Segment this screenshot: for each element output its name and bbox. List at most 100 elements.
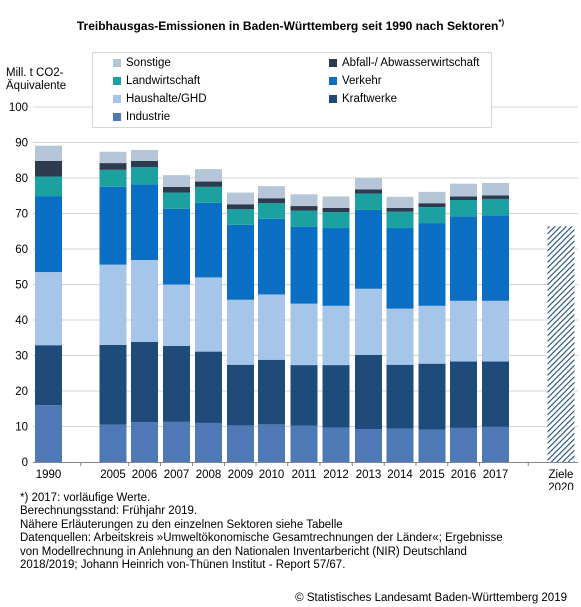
x-tick-label: 2006 bbox=[132, 469, 158, 481]
x-tick-label: 2005 bbox=[100, 469, 126, 481]
bar-segment-verkehr bbox=[258, 218, 285, 295]
bar-segment-haushalte-ghd bbox=[386, 308, 414, 365]
bar-segment-verkehr bbox=[195, 202, 222, 278]
footnote-line: Berechnungsstand: Frühjahr 2019. bbox=[20, 505, 198, 518]
x-tick-label: 2014 bbox=[387, 469, 413, 481]
bar-segment-haushalte-ghd bbox=[290, 303, 318, 366]
x-tick-label: 2016 bbox=[451, 469, 477, 481]
bar-segment-kraftwerke bbox=[386, 364, 414, 429]
x-tick-label: Ziele 2020 bbox=[548, 469, 574, 490]
bar-segment-kraftwerke bbox=[258, 359, 285, 425]
bar-segment-sonstige bbox=[195, 169, 222, 182]
bar-segment-verkehr bbox=[163, 208, 190, 285]
bar-segment-kraftwerke bbox=[290, 365, 318, 426]
bar-segment-abfall-abwasserwirtschaft bbox=[322, 207, 350, 213]
bar-segment-sonstige bbox=[227, 192, 254, 205]
bar-segment-abfall-abwasserwirtschaft bbox=[258, 198, 285, 204]
bar-segment-haushalte-ghd bbox=[227, 299, 254, 365]
bar-segment-landwirtschaft bbox=[163, 192, 190, 209]
bar-segment-sonstige bbox=[163, 175, 190, 187]
y-tick-label: 40 bbox=[15, 315, 28, 327]
bar-segment-kraftwerke bbox=[35, 345, 62, 406]
bar-segment-haushalte-ghd bbox=[482, 300, 509, 362]
bar-segment-industrie bbox=[195, 422, 222, 462]
bar-segment-haushalte-ghd bbox=[99, 264, 127, 345]
stacked-bar-chart: 0 10 20 30 40 50 60 70 80 90 100 1990 2005 2006 2007 20… bbox=[9, 102, 578, 490]
bar-segment-abfall-abwasserwirtschaft bbox=[290, 206, 318, 211]
bar-segment-kraftwerke bbox=[227, 364, 254, 426]
bar-segment-sonstige bbox=[35, 145, 62, 161]
bar-segment-sonstige bbox=[482, 182, 509, 196]
x-tick-label: 2011 bbox=[292, 469, 317, 481]
bar-segment-haushalte-ghd bbox=[35, 272, 62, 346]
bar-segment-industrie bbox=[258, 424, 285, 462]
bar-segment-abfall-abwasserwirtschaft bbox=[227, 204, 254, 210]
footnote-line: *) 2017: vorläufige Werte. bbox=[20, 492, 151, 504]
y-tick-label: 50 bbox=[15, 280, 28, 292]
bar-segment-landwirtschaft bbox=[386, 211, 414, 229]
y-tick-label: 10 bbox=[15, 422, 28, 434]
bar-segment-haushalte-ghd bbox=[131, 260, 158, 343]
y-tick-label: 70 bbox=[15, 209, 28, 221]
y-tick-label: 60 bbox=[15, 244, 28, 256]
bar-segment-verkehr bbox=[322, 228, 350, 306]
bar-segment-haushalte-ghd bbox=[450, 300, 477, 362]
title-footnote-marker: *) bbox=[498, 18, 505, 27]
x-tick-label: 1990 bbox=[36, 469, 62, 481]
bar-segment-verkehr bbox=[482, 215, 509, 301]
legend-label: Sonstige bbox=[126, 57, 171, 69]
bar-segment-kraftwerke bbox=[163, 345, 190, 422]
x-tick-label: 2010 bbox=[259, 469, 285, 481]
legend-swatch bbox=[113, 77, 121, 85]
legend-swatch bbox=[113, 59, 121, 67]
bar-segment-landwirtschaft bbox=[99, 169, 127, 187]
bar-segment-landwirtschaft bbox=[227, 209, 254, 225]
bar-segment-abfall-abwasserwirtschaft bbox=[482, 195, 509, 199]
bar-segment-haushalte-ghd bbox=[163, 284, 190, 346]
bar-segment-kraftwerke bbox=[355, 354, 382, 429]
bar-segment-landwirtschaft bbox=[482, 198, 509, 216]
bar-segment-landwirtschaft bbox=[258, 203, 285, 219]
x-tick-label: 2012 bbox=[323, 469, 349, 481]
bar-segment-kraftwerke bbox=[322, 365, 350, 428]
y-tick-label: 30 bbox=[15, 351, 28, 363]
legend-swatch bbox=[329, 59, 337, 67]
bar-segment-abfall-abwasserwirtschaft bbox=[35, 160, 62, 177]
footnote-line: Nähere Erläuterungen zu den einzelnen Se… bbox=[20, 518, 343, 531]
chart-title-text: Treibhausgas-Emissionen in Baden-Württem… bbox=[76, 19, 499, 33]
bar-segment-haushalte-ghd bbox=[322, 305, 350, 366]
bar-segment-industrie bbox=[227, 425, 254, 462]
bar-segment-kraftwerke bbox=[131, 342, 158, 423]
bar-segment-landwirtschaft bbox=[355, 193, 382, 210]
bar-segment-landwirtschaft bbox=[131, 166, 158, 185]
bar-segment-landwirtschaft bbox=[322, 212, 350, 229]
legend-label: Verkehr bbox=[342, 75, 382, 87]
bars bbox=[35, 145, 575, 462]
bar-segment-verkehr bbox=[418, 223, 446, 306]
legend-label: Landwirtschaft bbox=[126, 75, 201, 87]
bar-segment-abfall-abwasserwirtschaft bbox=[163, 186, 190, 193]
x-tick-label: 2013 bbox=[356, 469, 382, 481]
x-tick-label: 2008 bbox=[196, 469, 222, 481]
bar-segment-sonstige bbox=[322, 196, 350, 208]
legend-label: Abfall-/ Abwasserwirtschaft bbox=[342, 57, 480, 69]
bar-segment-abfall-abwasserwirtschaft bbox=[386, 207, 414, 212]
bar-segment-kraftwerke bbox=[450, 361, 477, 428]
bar-segment-industrie bbox=[482, 426, 509, 462]
bar-segment-verkehr bbox=[450, 216, 477, 301]
bar-segment-sonstige bbox=[355, 178, 382, 190]
x-tick-label: 2015 bbox=[419, 469, 445, 481]
bar-segment-haushalte-ghd bbox=[418, 305, 446, 364]
bar-segment-sonstige bbox=[450, 183, 477, 197]
axes: 0 10 20 30 40 50 60 70 80 90 100 1990 2005 2006 2007 20… bbox=[9, 102, 578, 490]
bar-segment-abfall-abwasserwirtschaft bbox=[418, 203, 446, 208]
footnotes: *) 2017: vorläufige Werte. Berechnungssta… bbox=[20, 492, 575, 572]
footnote-line: Datenquellen: Arbeitskreis »Umweltökonom… bbox=[20, 532, 503, 545]
legend: Sonstige Abfall-/ Abwasserwirtschaft Landw… bbox=[92, 52, 492, 128]
bar-segment-landwirtschaft bbox=[35, 176, 62, 197]
bar-segment-industrie bbox=[450, 427, 477, 462]
copyright-notice: © Statistisches Landesamt Baden-Württemb… bbox=[295, 592, 567, 604]
bar-segment-sonstige bbox=[258, 186, 285, 199]
bar-segment-abfall-abwasserwirtschaft bbox=[355, 189, 382, 194]
bar-segment-haushalte-ghd bbox=[195, 277, 222, 352]
